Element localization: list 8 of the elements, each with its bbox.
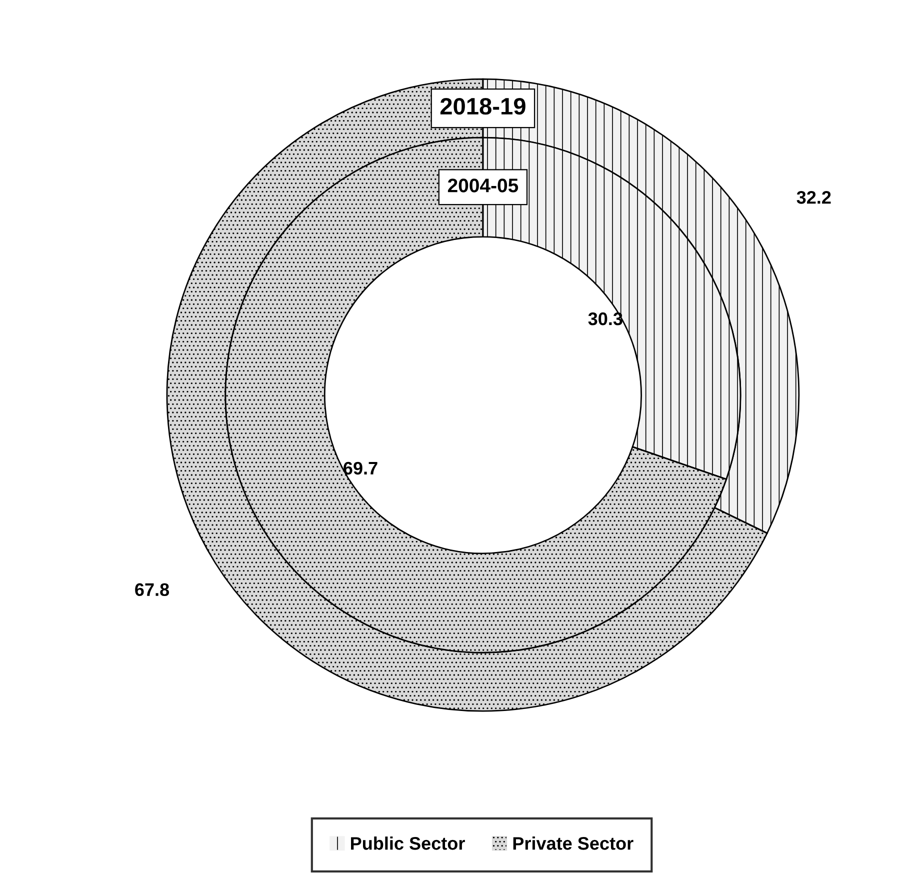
slice-label: 2004-05 xyxy=(448,178,518,192)
slice-label: 2018-19 xyxy=(440,98,526,115)
legend-label: Private Sector xyxy=(513,836,634,850)
legend-label: Public Sector xyxy=(351,836,465,850)
data-label: 30.3 xyxy=(588,312,622,326)
data-label: 67.8 xyxy=(135,583,170,596)
data-label: 69.7 xyxy=(344,462,378,475)
data-label: 32.2 xyxy=(796,191,831,204)
